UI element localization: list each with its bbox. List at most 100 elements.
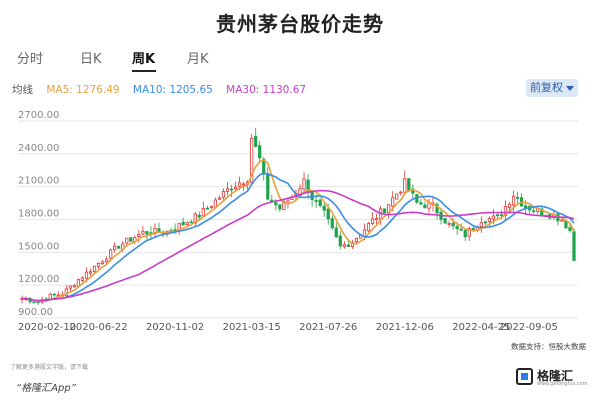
candle-body <box>503 205 508 216</box>
candle-body <box>342 244 346 248</box>
candle-body <box>346 244 350 247</box>
candle-body <box>491 215 496 220</box>
candle-body <box>193 213 197 224</box>
candle-body <box>560 219 564 222</box>
candle-body <box>407 178 411 191</box>
candle-body <box>463 229 467 238</box>
candle-body <box>105 258 109 263</box>
candle-body <box>88 271 93 274</box>
candle-body <box>423 204 427 209</box>
candle-body <box>515 197 520 199</box>
x-tick-label: 2020-11-02 <box>146 322 204 333</box>
candle-body <box>374 218 379 221</box>
candle-body <box>282 201 286 211</box>
x-tick-label: 2020-06-22 <box>69 322 127 333</box>
y-tick-label: 1800.00 <box>18 208 59 219</box>
candle-body <box>451 222 455 227</box>
candle-body <box>391 197 395 207</box>
candle-body <box>366 223 371 232</box>
tab-monthly-k[interactable]: 月K <box>187 52 209 67</box>
candle-body <box>84 271 89 279</box>
candle-body <box>117 245 121 249</box>
gelonghui-logo: 格隆汇 www.gelonghui.com <box>516 366 587 388</box>
candle-body <box>354 237 359 242</box>
ma-line-ma5 <box>21 158 575 302</box>
candle-body <box>274 202 278 206</box>
candle-body <box>483 221 487 224</box>
candle-body <box>564 220 568 229</box>
price-adjust-dropdown[interactable]: 前复权 <box>526 79 578 97</box>
period-tabs: 分时 日K 周K 月K <box>0 48 600 76</box>
price-adjust-label: 前复权 <box>530 81 563 94</box>
candle-body <box>68 285 72 289</box>
candle-body <box>459 228 463 231</box>
ma30-value: MA30: 1130.67 <box>226 84 307 96</box>
candle-body <box>80 277 85 281</box>
logo-icon <box>516 368 533 385</box>
candle-body <box>125 237 129 244</box>
candle-body <box>447 222 451 225</box>
candle-body <box>487 218 491 223</box>
candle-body <box>383 208 387 214</box>
candle-body <box>153 228 157 235</box>
candle-body <box>467 228 471 237</box>
footer-note: 了解更多港股文字版，请下载 <box>10 364 89 371</box>
candle-body <box>217 197 222 200</box>
candle-body <box>507 203 512 209</box>
candle-body <box>568 227 572 231</box>
candle-body <box>326 208 330 220</box>
candle-body <box>524 205 528 208</box>
candlestick-chart: 2700.00 2400.00 2100.00 1800.00 1500.00 1200.… <box>18 110 578 333</box>
candle-body <box>52 293 56 296</box>
x-tick-label: 2022-09-05 <box>500 322 558 333</box>
candle-body <box>173 229 177 232</box>
candle-body <box>258 145 262 159</box>
ma5-value: MA5: 1276.49 <box>46 84 120 96</box>
candle-body <box>314 200 318 202</box>
candle-body <box>32 301 36 304</box>
candle-body <box>145 231 149 235</box>
tab-intraday[interactable]: 分时 <box>17 52 44 67</box>
y-tick-label: 1500.00 <box>18 241 59 252</box>
y-tick-label: 900.00 <box>18 307 53 318</box>
x-tick-label: 2021-12-06 <box>376 322 434 333</box>
candle-body <box>181 221 185 226</box>
candle-body <box>201 207 205 217</box>
tab-weekly-k[interactable]: 周K <box>132 52 156 67</box>
candle-body <box>141 230 145 235</box>
candle-body <box>338 235 342 247</box>
candle-body <box>185 222 189 226</box>
candle-body <box>302 178 306 190</box>
ma10-value: MA10: 1205.65 <box>132 84 213 96</box>
candle-body <box>36 301 40 303</box>
x-tick-label: 2020-02-10 <box>18 322 76 333</box>
candle-body <box>225 188 230 192</box>
candle-body <box>499 214 504 217</box>
candle-body <box>435 203 439 214</box>
y-tick-label: 1200.00 <box>18 274 59 285</box>
candle-body <box>443 218 447 224</box>
candle-body <box>419 202 423 205</box>
candle-body <box>237 182 242 187</box>
candle-body <box>96 262 101 267</box>
y-tick-label: 2400.00 <box>18 143 59 154</box>
candle-body <box>109 249 113 259</box>
candle-body <box>403 178 407 193</box>
candle-body <box>330 218 334 229</box>
candle-body <box>250 137 254 183</box>
candle-body <box>129 237 133 242</box>
chevron-down-icon <box>566 85 574 91</box>
x-tick-label: 2021-07-26 <box>299 322 357 333</box>
candle-body <box>213 199 218 208</box>
candle-body <box>72 285 76 288</box>
candle-body <box>137 234 141 237</box>
candle-body <box>278 204 282 210</box>
candle-body <box>229 188 234 191</box>
candle-body <box>233 186 238 190</box>
tab-daily-k[interactable]: 日K <box>80 52 102 67</box>
data-source: 数据支持：恒股大数据 <box>511 342 586 351</box>
active-tab-indicator <box>132 70 156 72</box>
candle-body <box>479 222 483 227</box>
candle-body <box>100 261 105 265</box>
ma-legend-label: 均线 <box>12 84 33 96</box>
